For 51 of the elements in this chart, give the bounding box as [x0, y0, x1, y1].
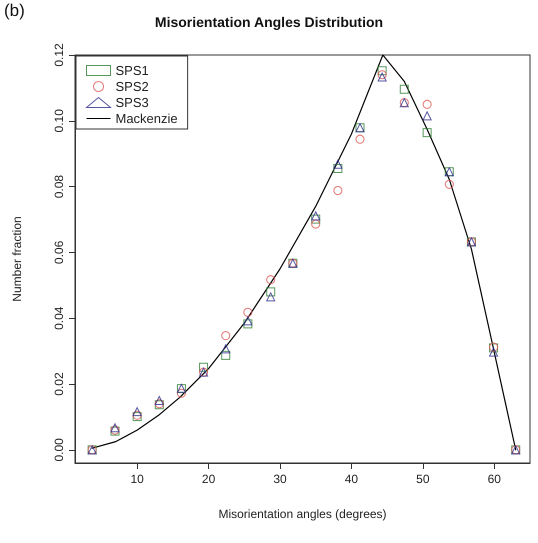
point — [378, 72, 387, 82]
point — [266, 287, 276, 296]
point — [422, 100, 432, 109]
point — [176, 388, 186, 398]
legend-label: SPS3 — [116, 95, 149, 110]
y-axis-title: Number fraction — [10, 216, 24, 302]
point — [154, 396, 164, 405]
y-tick-label: 0.04 — [52, 306, 66, 330]
point — [422, 128, 432, 138]
x-tick-label: 60 — [488, 472, 502, 486]
point — [110, 423, 120, 432]
point — [311, 220, 320, 229]
point — [243, 319, 252, 328]
point — [444, 180, 454, 189]
y-tick-label: 0.12 — [52, 43, 66, 67]
point — [422, 111, 432, 120]
x-tick-label: 10 — [130, 472, 144, 486]
point — [221, 344, 230, 354]
point — [199, 362, 208, 372]
x-tick-label: 40 — [344, 472, 358, 486]
y-tick-label: 0.08 — [52, 174, 66, 198]
x-axis-title: Misorientation angles (degrees) — [218, 507, 387, 521]
point — [311, 214, 320, 224]
point — [333, 186, 342, 196]
point — [221, 331, 230, 340]
point — [489, 348, 498, 357]
point — [378, 66, 387, 76]
point — [243, 316, 252, 326]
point — [221, 350, 230, 360]
x-tick-label: 30 — [273, 472, 287, 486]
legend-label: SPS1 — [116, 63, 149, 78]
text: (b) — [4, 1, 25, 20]
point — [400, 84, 409, 94]
point — [266, 275, 276, 284]
point — [132, 407, 142, 416]
point — [333, 164, 342, 174]
chart-title: Misorientation Angles Distribution — [154, 14, 384, 30]
legend-label: SPS2 — [116, 79, 149, 94]
y-tick-label: 0.00 — [52, 438, 66, 462]
x-tick-label: 20 — [202, 472, 216, 486]
y-tick-label: 0.02 — [52, 372, 66, 396]
x-tick-label: 50 — [416, 472, 430, 486]
y-tick-label: 0.06 — [52, 240, 66, 264]
point — [333, 160, 342, 169]
point — [378, 70, 387, 80]
y-tick-label: 0.10 — [52, 108, 66, 132]
point — [311, 211, 320, 220]
legend-label: Mackenzie — [116, 111, 178, 126]
point — [266, 292, 276, 302]
point — [243, 308, 252, 317]
point — [356, 134, 364, 144]
